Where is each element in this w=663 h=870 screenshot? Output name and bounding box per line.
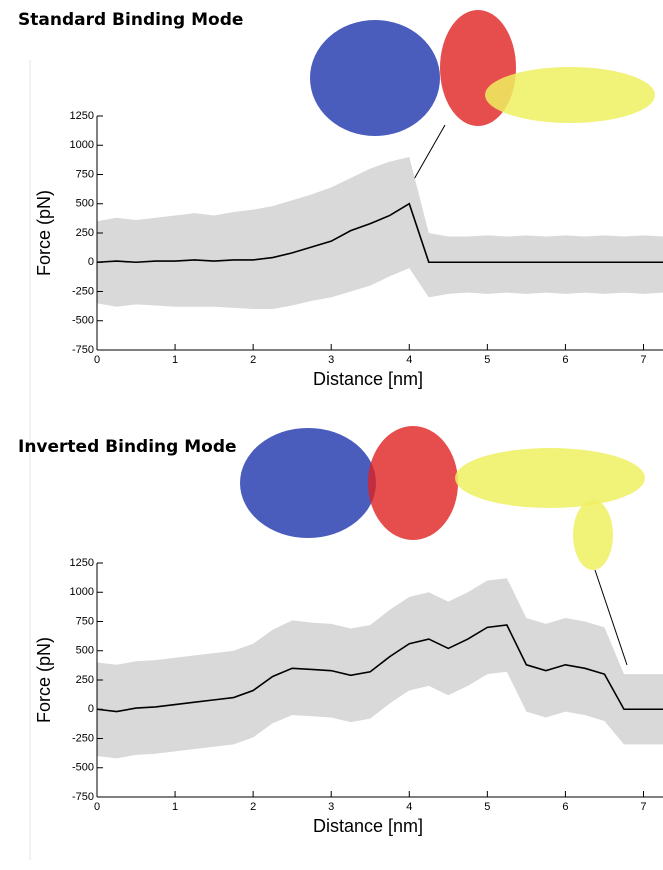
y-tick-label: 0 xyxy=(88,256,94,268)
y-tick-label: 250 xyxy=(76,227,94,239)
y-axis-label: Force (pN) xyxy=(34,637,54,723)
x-tick-label: 4 xyxy=(406,801,412,813)
protein-structure-bottom xyxy=(240,426,645,666)
y-tick-label: 1000 xyxy=(70,586,94,598)
x-tick-label: 0 xyxy=(94,354,100,366)
y-tick-label: -250 xyxy=(72,732,94,744)
y-tick-label: -500 xyxy=(72,315,94,327)
force-line xyxy=(96,624,663,713)
yellow-tail xyxy=(573,500,613,570)
band-area xyxy=(97,156,663,310)
chart: Inverted Binding Mode-750-500-2500250500… xyxy=(18,437,663,836)
yellow-domain xyxy=(455,448,645,508)
y-tick-label: 750 xyxy=(76,615,94,627)
yellow-domain xyxy=(485,67,655,123)
y-tick-label: 250 xyxy=(76,674,94,686)
x-tick-label: 2 xyxy=(250,801,256,813)
y-tick-label: 500 xyxy=(76,198,94,210)
x-axis-label: Distance [nm] xyxy=(313,369,423,389)
pointer-line xyxy=(594,569,628,666)
x-tick-label: 7 xyxy=(640,801,646,813)
x-tick-label: 4 xyxy=(406,354,412,366)
x-tick-label: 3 xyxy=(328,354,334,366)
y-tick-label: -750 xyxy=(72,791,94,803)
y-tick-label: 1250 xyxy=(70,110,94,122)
blue-domain xyxy=(240,428,376,538)
x-tick-label: 1 xyxy=(172,354,178,366)
x-tick-label: 6 xyxy=(562,354,568,366)
y-tick-label: -500 xyxy=(72,762,94,774)
force-line xyxy=(96,202,663,264)
y-tick-label: -250 xyxy=(72,285,94,297)
protein-structure-top xyxy=(310,10,655,196)
y-tick-label: -750 xyxy=(72,344,94,356)
y-tick-label: 1000 xyxy=(70,139,94,151)
red-domain xyxy=(368,426,458,540)
band-area xyxy=(97,578,663,759)
y-tick-label: 1250 xyxy=(70,557,94,569)
x-tick-label: 7 xyxy=(640,354,646,366)
chart: Standard Binding Mode-750-500-2500250500… xyxy=(18,10,663,389)
x-tick-label: 5 xyxy=(484,354,490,366)
y-tick-label: 750 xyxy=(76,168,94,180)
chart-title: Standard Binding Mode xyxy=(18,10,243,30)
x-tick-label: 5 xyxy=(484,801,490,813)
x-tick-label: 6 xyxy=(562,801,568,813)
y-tick-label: 0 xyxy=(88,703,94,715)
y-tick-label: 500 xyxy=(76,645,94,657)
blue-domain xyxy=(310,20,440,136)
x-tick-label: 3 xyxy=(328,801,334,813)
chart-title: Inverted Binding Mode xyxy=(18,437,237,457)
x-axis-label: Distance [nm] xyxy=(313,816,423,836)
x-tick-label: 2 xyxy=(250,354,256,366)
x-tick-label: 0 xyxy=(94,801,100,813)
x-tick-label: 1 xyxy=(172,801,178,813)
y-axis-label: Force (pN) xyxy=(34,190,54,276)
